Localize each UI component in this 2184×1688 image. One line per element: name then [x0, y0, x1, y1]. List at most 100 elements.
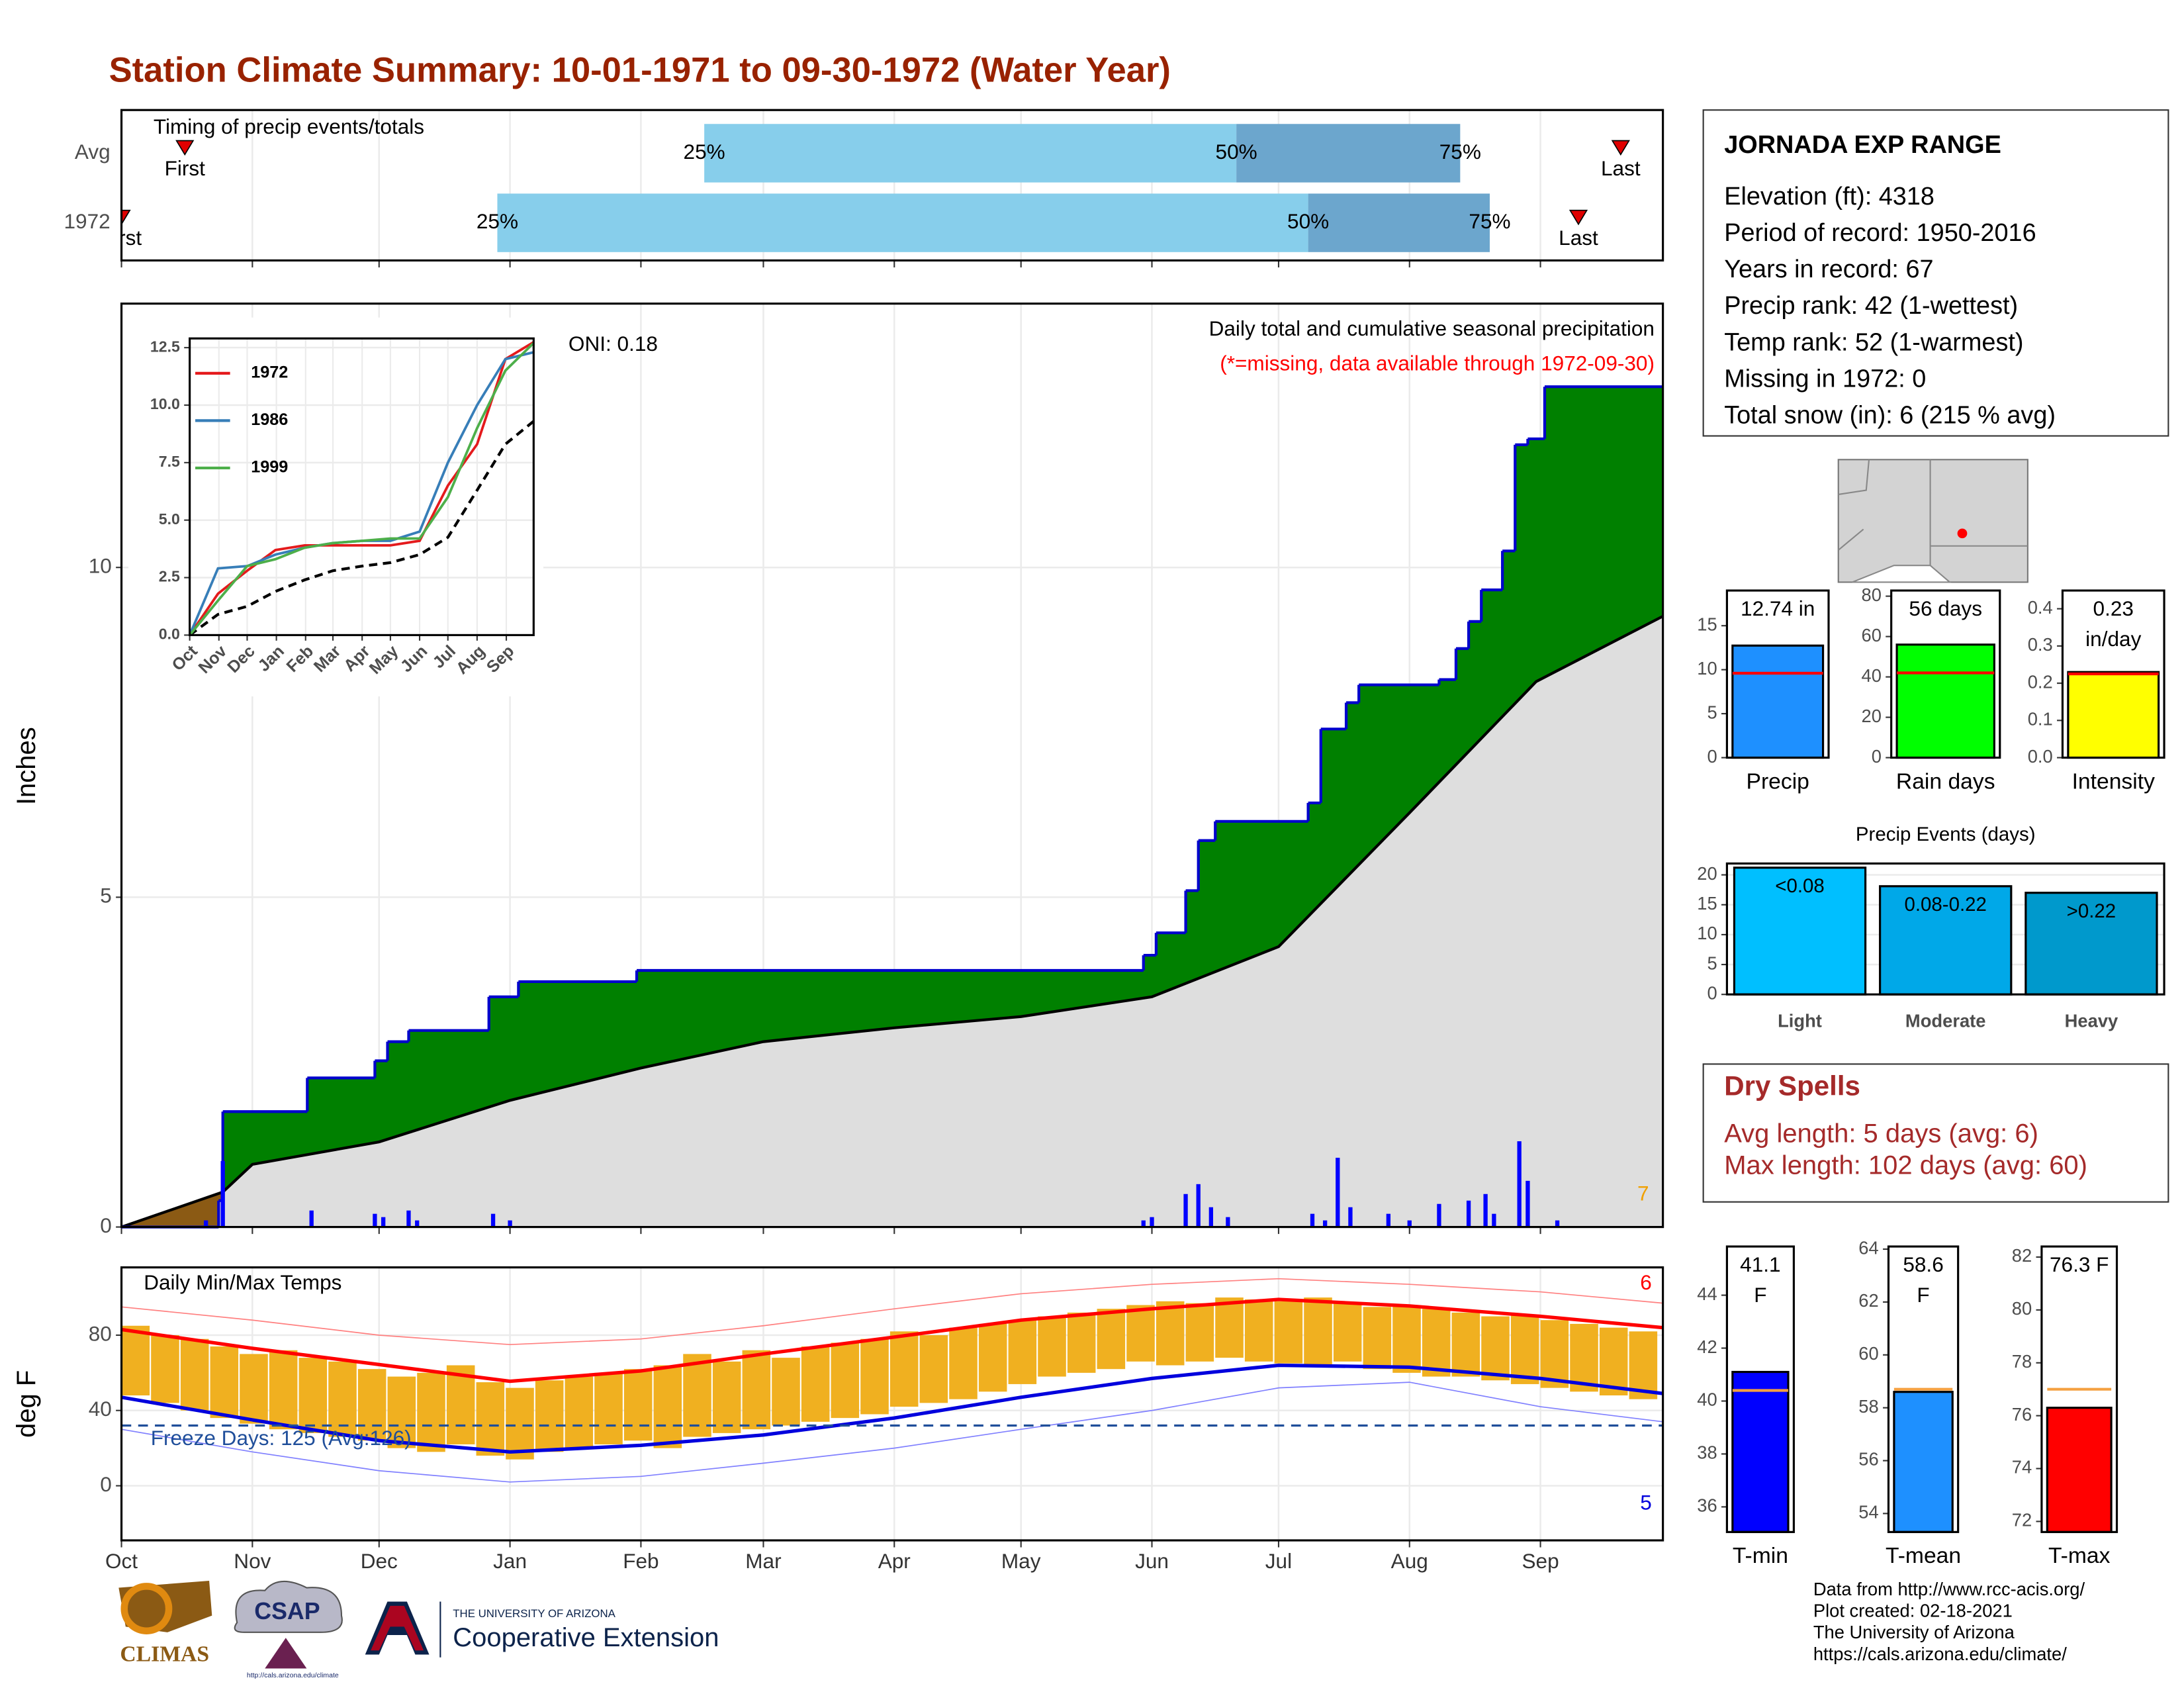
- average-area: [121, 616, 1663, 1227]
- temp-range-bar: [1510, 1314, 1539, 1384]
- y-tick-label: 5.0: [159, 510, 180, 528]
- temp-range-bar: [1244, 1299, 1273, 1362]
- legend-label: 1999: [251, 458, 288, 477]
- y-tick-label: 40: [1862, 665, 1882, 686]
- plot-frame: [1725, 589, 1830, 759]
- temp-range-bar: [476, 1382, 505, 1456]
- temp-range-bar: [1363, 1307, 1392, 1370]
- daily-bar: [381, 1217, 386, 1227]
- daily-bar: [406, 1210, 411, 1227]
- x-tick-label: Jan: [493, 1549, 527, 1573]
- oni: ONI: 0.18: [569, 332, 658, 355]
- range-label: 0.08-0.22: [1905, 894, 1987, 915]
- quartile-label: 25%: [684, 140, 725, 164]
- plot-frame: [1887, 1245, 1960, 1533]
- temp-range-bar: [1126, 1305, 1155, 1362]
- temp-range-bar: [1451, 1312, 1480, 1377]
- x-tick-label: Moderate: [1905, 1011, 1986, 1031]
- y-tick-label: 10: [89, 554, 112, 578]
- y-tick-label: 0: [1872, 746, 1882, 767]
- y-tick-label: 40: [89, 1397, 112, 1421]
- event-marker: [1569, 209, 1588, 226]
- y-tick-label: 12.5: [150, 338, 180, 355]
- temp-range-bar: [1599, 1327, 1628, 1395]
- y-tick-label: 82: [2012, 1245, 2032, 1266]
- temp-range-bar: [121, 1325, 150, 1395]
- temp-range-bar: [712, 1361, 741, 1433]
- value-label-box: 12.74 in: [1741, 598, 1815, 622]
- temp-range-bar: [1304, 1297, 1332, 1366]
- row-label: 1972: [64, 209, 111, 233]
- y-tick-label: 80: [1862, 585, 1882, 605]
- value-label: 58.6 F: [1903, 1253, 1944, 1308]
- temp-range-bar: [210, 1346, 239, 1419]
- x-tick-label: Nov: [234, 1549, 271, 1573]
- y-tick-label: 0: [100, 1472, 112, 1496]
- temp-range-bar: [1097, 1309, 1126, 1370]
- y-tick-label: 15: [1697, 614, 1717, 634]
- y-tick-label: 0: [100, 1213, 112, 1237]
- y-tick-label: 40: [1697, 1389, 1717, 1410]
- daily-bar: [309, 1210, 314, 1227]
- daily-bar: [1492, 1213, 1496, 1227]
- daily-bar: [1386, 1213, 1391, 1227]
- event-label: Last: [1601, 156, 1641, 180]
- quartile-bar: [497, 193, 1308, 252]
- info-line: Elevation (ft): 4318: [1724, 183, 1934, 211]
- temp-range-bar: [180, 1338, 209, 1411]
- quartile-label: 50%: [1287, 209, 1329, 233]
- event-label: First: [101, 226, 142, 250]
- range-label: >0.22: [2067, 900, 2116, 922]
- temp-range-bar: [1540, 1320, 1569, 1388]
- x-tick-label: May: [1001, 1549, 1041, 1573]
- series-line: [189, 342, 535, 636]
- record-line: [121, 1278, 1663, 1346]
- temp-range-bar: [1067, 1312, 1096, 1373]
- event-marker: [175, 140, 195, 156]
- x-tick-label: T-min: [1733, 1544, 1788, 1568]
- temp-range-bar: [151, 1335, 179, 1403]
- y-tick-label: 60: [1858, 1343, 1878, 1364]
- x-tick-label: Mar: [745, 1549, 781, 1573]
- value-label: 41.1 F: [1740, 1253, 1781, 1308]
- chart-title: Precip Events (days): [1856, 823, 2036, 845]
- daily-bar: [1555, 1220, 1560, 1227]
- bar: [1893, 1391, 1954, 1533]
- info-line: Missing in 1972: 0: [1724, 365, 1926, 393]
- temp-range-bar: [269, 1350, 298, 1430]
- temp-range-bar: [1570, 1323, 1598, 1392]
- quartile-bar: [1236, 124, 1461, 183]
- info-line: Precip rank: 42 (1-wettest): [1724, 292, 2018, 320]
- event-label: Last: [1559, 226, 1598, 250]
- daily-bar: [415, 1220, 420, 1227]
- normal-line: [121, 1363, 1663, 1454]
- y-tick-label: 0.0: [159, 626, 180, 643]
- temp-range-bar: [1215, 1297, 1244, 1358]
- y-tick-label: 38: [1697, 1442, 1717, 1463]
- quartile-label: 25%: [477, 209, 518, 233]
- plot-frame: [1725, 1245, 1795, 1533]
- x-tick-label: Oct: [105, 1549, 138, 1573]
- station-name: JORNADA EXP RANGE: [1724, 131, 2001, 159]
- value-label: 76.3 F: [2049, 1253, 2109, 1278]
- y-tick-label: 15: [1697, 893, 1717, 914]
- credits: Data from http://www.rcc-acis.org/Plot c…: [1813, 1579, 2085, 1664]
- y-tick-label: 0.0: [2028, 746, 2053, 767]
- temp-range-bar: [506, 1387, 534, 1460]
- y-tick-label: 62: [1858, 1290, 1878, 1311]
- quartile-label: 50%: [1216, 140, 1257, 164]
- temp-range-bar: [1481, 1316, 1510, 1381]
- bar: [2067, 671, 2160, 759]
- temp-range-bar: [1008, 1320, 1037, 1384]
- plot-frame: [120, 109, 1664, 262]
- plot-frame: [120, 303, 1664, 1229]
- y-tick-label: 76: [2012, 1404, 2032, 1425]
- credit-line: Data from http://www.rcc-acis.org/: [1813, 1579, 2085, 1599]
- temp-range-bar: [653, 1365, 682, 1448]
- y-tick-label: 36: [1697, 1495, 1717, 1516]
- daily-bar: [220, 1160, 225, 1227]
- row-label: Avg: [75, 140, 111, 164]
- x-tick-label: Sep: [1522, 1549, 1559, 1573]
- daily-bar: [1437, 1203, 1441, 1227]
- logo-text: THE UNIVERSITY OF ARIZONA: [453, 1607, 615, 1620]
